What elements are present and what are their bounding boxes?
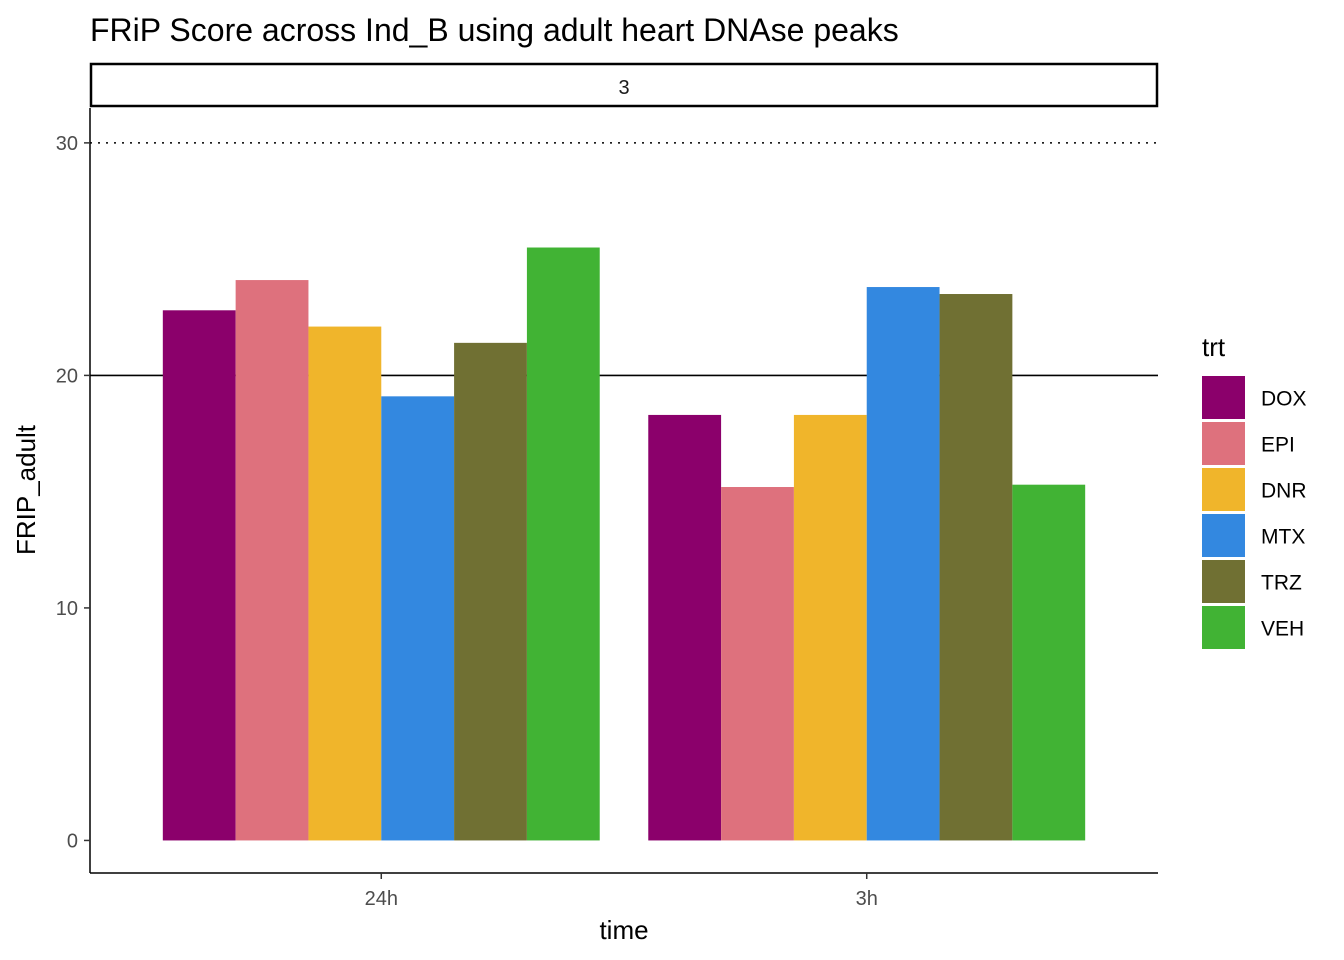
- legend-key-epi: [1202, 422, 1245, 465]
- legend-key-dox: [1202, 376, 1245, 419]
- bar-epi-24h: [235, 280, 309, 841]
- legend-key-veh: [1202, 606, 1245, 649]
- facet-strip-label: 3: [618, 77, 629, 99]
- legend-label-mtx: MTX: [1261, 526, 1305, 549]
- legend: trt DOX EPI DNR MTX TRZ VEH: [1202, 332, 1307, 649]
- bar-dnr-3h: [793, 414, 867, 841]
- legend-label-dnr: DNR: [1261, 480, 1307, 503]
- legend-title: trt: [1202, 332, 1226, 362]
- legend-label-dox: DOX: [1261, 388, 1307, 411]
- x-tick-label: 3h: [856, 888, 878, 910]
- legend-key-dnr: [1202, 468, 1245, 511]
- y-axis-ticks: 0 10 20 30: [56, 133, 90, 852]
- y-tick-label: 0: [67, 830, 78, 852]
- legend-key-trz: [1202, 560, 1245, 603]
- bar-trz-24h: [454, 342, 527, 841]
- facet-strip: 3: [89, 62, 1159, 108]
- y-tick-label: 30: [56, 133, 78, 155]
- x-axis-title: time: [599, 915, 648, 945]
- bar-dox-3h: [648, 414, 722, 841]
- y-tick-label: 10: [56, 598, 78, 620]
- bars: [162, 247, 1086, 841]
- x-axis-ticks: 24h 3h: [365, 873, 878, 910]
- bar-veh-3h: [1012, 484, 1086, 841]
- bar-veh-24h: [526, 247, 600, 841]
- legend-label-veh: VEH: [1261, 618, 1304, 641]
- y-axis-title: FRIP_adult: [11, 424, 41, 555]
- legend-label-epi: EPI: [1261, 434, 1295, 457]
- y-tick-label: 20: [56, 365, 78, 387]
- bar-trz-3h: [939, 294, 1013, 841]
- legend-key-mtx: [1202, 514, 1245, 557]
- bar-mtx-3h: [866, 287, 940, 841]
- bar-mtx-24h: [381, 396, 455, 841]
- bar-dnr-24h: [308, 326, 382, 841]
- axes: [89, 108, 1158, 874]
- bar-epi-3h: [721, 487, 794, 841]
- x-tick-label: 24h: [365, 888, 398, 910]
- bar-dox-24h: [162, 310, 236, 841]
- legend-label-trz: TRZ: [1261, 572, 1302, 595]
- chart-title: FRiP Score across Ind_B using adult hear…: [90, 12, 899, 48]
- facet-strip-box: [89, 62, 1159, 108]
